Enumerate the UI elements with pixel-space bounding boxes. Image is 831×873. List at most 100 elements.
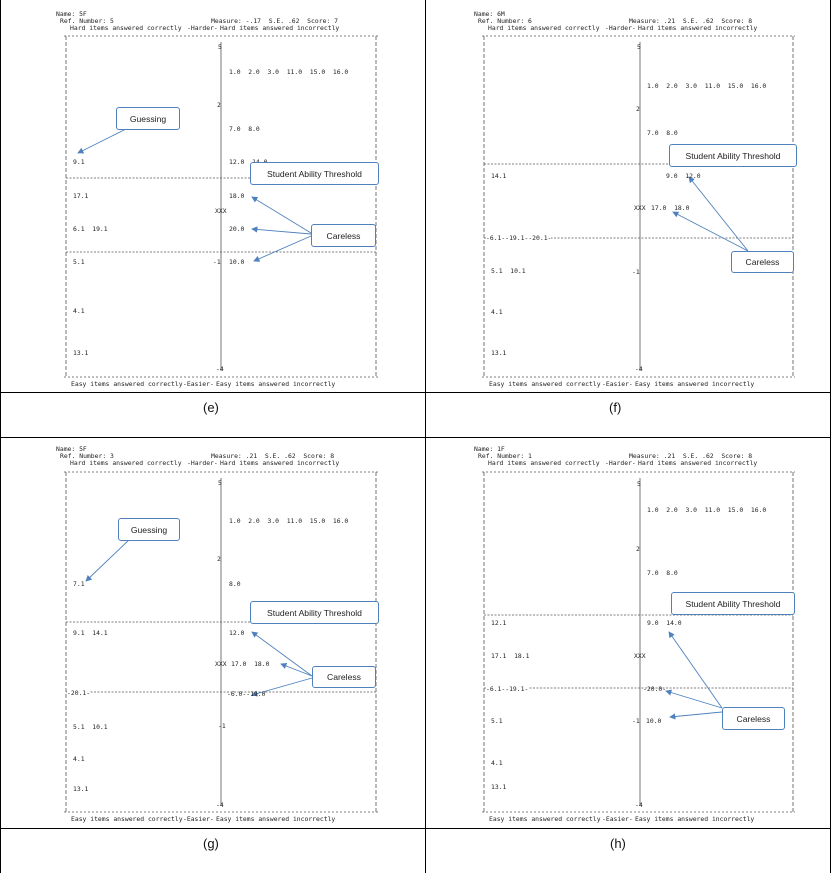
header-harder: -Harder- — [187, 459, 218, 467]
footer-easier: -Easier- — [602, 815, 633, 823]
ability-marker: XXX — [634, 204, 646, 212]
callout-arrow — [251, 631, 313, 677]
ability-marker: XXX — [215, 207, 227, 215]
item-right: 7.0 8.0 — [229, 125, 260, 133]
footer-easier: -Easier- — [183, 380, 214, 388]
scale-label-lower: -1 — [218, 722, 226, 730]
scale-label-top: 5 — [637, 480, 641, 488]
map-name: Name: 6M — [474, 10, 505, 18]
panel-caption: (h) — [610, 836, 626, 851]
callout-careless: Careless — [722, 707, 785, 730]
scale-label-lower: -1 — [213, 258, 221, 266]
footer-easy-correct: Easy items answered correctly — [489, 380, 601, 388]
item-left: 5.1 — [491, 717, 503, 725]
item-right: 17.0 18.0 — [231, 660, 270, 668]
callout-guessing: Guessing — [116, 107, 180, 130]
header-hard-incorrect: Hard items answered incorrectly — [220, 459, 340, 467]
item-left: 9.1 — [73, 158, 85, 166]
callout-threshold: Student Ability Threshold — [671, 592, 795, 615]
map-name: Name: 5F — [56, 445, 87, 453]
footer-easy-correct: Easy items answered correctly — [71, 380, 183, 388]
ref-number: Ref. Number: 1 — [478, 452, 532, 460]
footer-easier: -Easier- — [602, 380, 633, 388]
item-right: 1.0 2.0 3.0 11.0 15.0 16.0 — [229, 517, 349, 525]
item-left: 4.1 — [73, 755, 85, 763]
scale-label-mid: 2 — [217, 101, 221, 109]
callout-arrow — [280, 663, 313, 677]
measure-line: Measure: .21 S.E. .62 Score: 8 — [629, 17, 753, 25]
scale-label-bottom: -4 — [635, 801, 643, 809]
item-right: 17.0 18.0 — [651, 204, 690, 212]
item-left: 9.1 14.1 — [73, 629, 108, 637]
panel-caption: (e) — [203, 400, 219, 415]
callout-arrow — [669, 711, 723, 720]
item-right: 9.0 12.0 — [666, 172, 701, 180]
band-item-label: -20.1- — [67, 689, 91, 697]
callout-arrow — [688, 176, 749, 252]
callout-arrow — [251, 677, 313, 697]
header-harder: -Harder- — [187, 24, 218, 32]
item-right: 1.0 2.0 3.0 11.0 15.0 16.0 — [647, 506, 767, 514]
footer-easy-correct: Easy items answered correctly — [71, 815, 183, 823]
header-harder: -Harder- — [605, 24, 636, 32]
item-right: 20.0 — [229, 225, 245, 233]
footer-easy-incorrect: Easy items answered incorrectly — [216, 380, 336, 388]
panel-caption: (g) — [203, 836, 219, 851]
callout-arrow — [665, 689, 723, 709]
item-right: -6.0--19.0 — [227, 690, 266, 698]
scale-label-lower: -1 — [632, 268, 640, 276]
callout-arrow — [253, 235, 312, 262]
callout-arrow — [672, 211, 749, 252]
item-right: 18.0 — [229, 192, 245, 200]
band-item-label: -6.1--19.1--20.1- — [486, 234, 552, 242]
item-right: 1.0 2.0 3.0 11.0 15.0 16.0 — [647, 82, 767, 90]
scale-label-mid: 2 — [636, 545, 640, 553]
ability-marker: XXX — [634, 652, 646, 660]
ref-number: Ref. Number: 3 — [60, 452, 114, 460]
footer-easy-correct: Easy items answered correctly — [489, 815, 601, 823]
item-left: 4.1 — [73, 307, 85, 315]
item-right: 10.0 — [229, 258, 245, 266]
scale-label-mid: 2 — [217, 555, 221, 563]
header-hard-correct: Hard items answered correctly — [70, 459, 182, 467]
callout-threshold: Student Ability Threshold — [250, 162, 379, 185]
callout-careless: Careless — [731, 251, 794, 273]
panel-caption: (f) — [609, 400, 622, 415]
item-right: 7.0 8.0 — [647, 129, 678, 137]
item-left: 12.1 — [491, 619, 507, 627]
callout-threshold: Student Ability Threshold — [669, 144, 797, 167]
scale-label-top: 5 — [218, 43, 222, 51]
scale-label-bottom: -4 — [635, 365, 643, 373]
map-name: Name: 5F — [56, 10, 87, 18]
item-left: 14.1 — [491, 172, 507, 180]
ref-number: Ref. Number: 6 — [478, 17, 532, 25]
ref-number: Ref. Number: 5 — [60, 17, 114, 25]
measure-line: Measure: .21 S.E. .62 Score: 8 — [211, 452, 335, 460]
callout-arrow — [85, 538, 131, 582]
scale-label-mid: 2 — [636, 105, 640, 113]
callout-arrow — [251, 226, 312, 235]
callout-threshold: Student Ability Threshold — [250, 601, 379, 624]
item-left: 17.1 — [73, 192, 89, 200]
scale-label-bottom: -4 — [216, 365, 224, 373]
header-harder: -Harder- — [605, 459, 636, 467]
header-hard-incorrect: Hard items answered incorrectly — [638, 459, 758, 467]
ability-marker: XXX — [215, 660, 227, 668]
scale-label-top: 5 — [637, 43, 641, 51]
callout-arrow — [251, 196, 312, 234]
header-hard-correct: Hard items answered correctly — [488, 24, 600, 32]
item-right: 9.0 14.0 — [647, 619, 682, 627]
footer-easy-incorrect: Easy items answered incorrectly — [635, 815, 755, 823]
item-right: 10.0 — [646, 717, 662, 725]
item-left: 5.1 10.1 — [491, 267, 526, 275]
header-hard-incorrect: Hard items answered incorrectly — [220, 24, 340, 32]
item-left: 4.1 — [491, 759, 503, 767]
item-left: 13.1 — [73, 349, 89, 357]
item-left: 13.1 — [491, 783, 507, 791]
item-right: 1.0 2.0 3.0 11.0 15.0 16.0 — [229, 68, 349, 76]
item-left: 5.1 — [73, 258, 85, 266]
footer-easier: -Easier- — [183, 815, 214, 823]
header-hard-correct: Hard items answered correctly — [488, 459, 600, 467]
scale-label-top: 5 — [218, 479, 222, 487]
